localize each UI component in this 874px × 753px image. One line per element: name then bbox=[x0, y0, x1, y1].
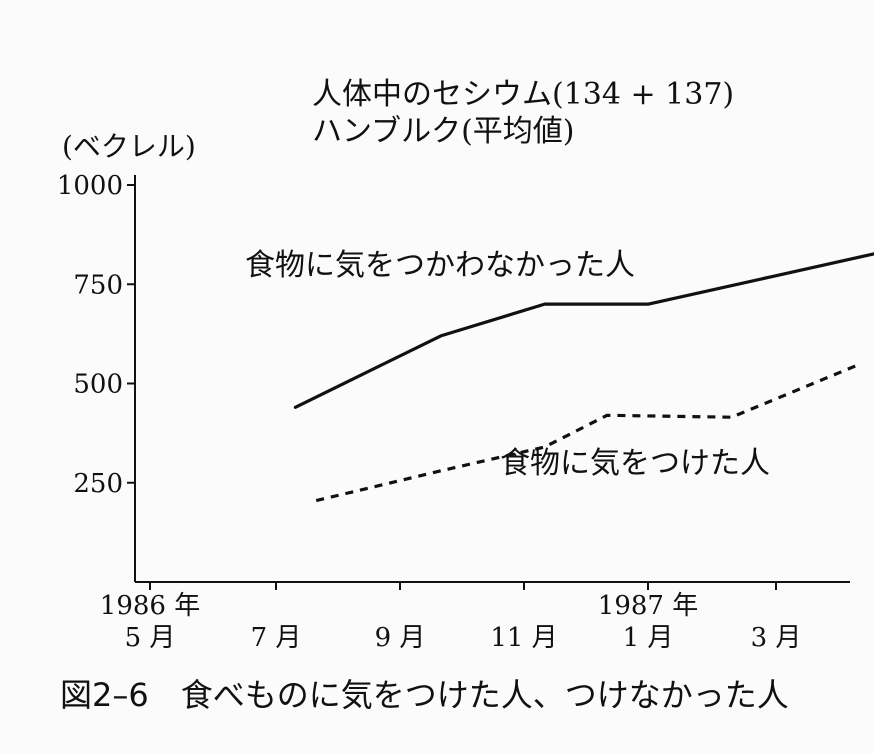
figure-caption: 図2–6 食べものに気をつけた人、つけなかった人 bbox=[60, 676, 789, 714]
x-tick-month-label: 9 月 bbox=[375, 623, 426, 653]
x-tick-month-label: 7 月 bbox=[251, 623, 302, 653]
series-group bbox=[293, 252, 874, 503]
x-tick-month-label: 11 月 bbox=[490, 623, 557, 653]
series-label-treated: 食物に気をつけた人 bbox=[500, 446, 770, 481]
y-tick-label: 500 bbox=[73, 370, 123, 400]
x-tick-year-label: 1987 年 bbox=[598, 591, 698, 621]
series-line-treated bbox=[315, 364, 857, 503]
x-tick-month-label: 3 月 bbox=[751, 623, 802, 653]
y-tick-label: 750 bbox=[73, 270, 123, 300]
y-tick-label: 250 bbox=[73, 469, 123, 499]
y-axis-ticks: 250 500 750 1000 bbox=[57, 171, 135, 499]
chart-title-line-1: 人体中のセシウム(134 + 137) bbox=[312, 77, 734, 112]
series-line-untreated bbox=[293, 252, 874, 409]
x-tick-year-label: 1986 年 bbox=[100, 591, 200, 621]
x-tick-month-label: 5 月 bbox=[125, 623, 176, 653]
x-axis-ticks: 1986 年5 月 7 月 9 月 11 月 1987 年1 月 3 月 bbox=[100, 582, 802, 653]
chart-title-line-2: ハンブルク(平均値) bbox=[312, 114, 575, 149]
x-tick-month-label: 1 月 bbox=[623, 623, 674, 653]
y-tick-label: 1000 bbox=[57, 171, 123, 201]
series-label-untreated: 食物に気をつかわなかった人 bbox=[245, 248, 635, 283]
axes bbox=[134, 175, 850, 583]
y-axis-unit-label: (ベクレル) bbox=[62, 130, 196, 163]
